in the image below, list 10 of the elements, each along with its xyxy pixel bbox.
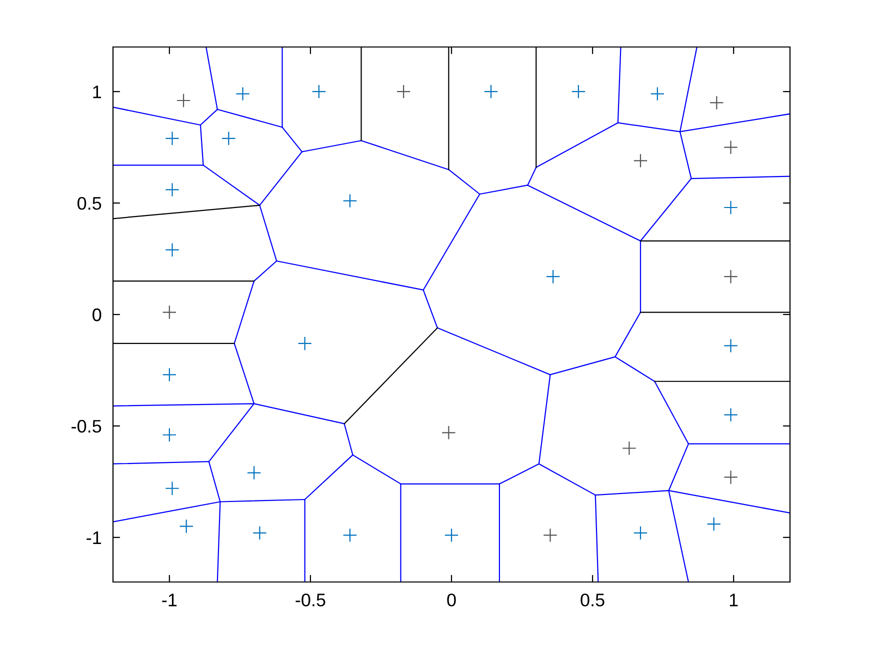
x-tick-label: 1 xyxy=(730,594,738,606)
y-tick-label: 0 xyxy=(92,308,102,322)
x-tick-label: -1 xyxy=(162,594,177,606)
y-tick-label: -0.5 xyxy=(72,420,102,433)
y-tick-label: 0.5 xyxy=(77,196,102,210)
y-tick-label: -1 xyxy=(86,532,102,544)
y-tick-label: 1 xyxy=(93,86,102,98)
x-tick-label: 0 xyxy=(447,594,456,606)
x-tick-label: 0.5 xyxy=(580,594,604,606)
x-tick-label: -0.5 xyxy=(296,594,326,606)
